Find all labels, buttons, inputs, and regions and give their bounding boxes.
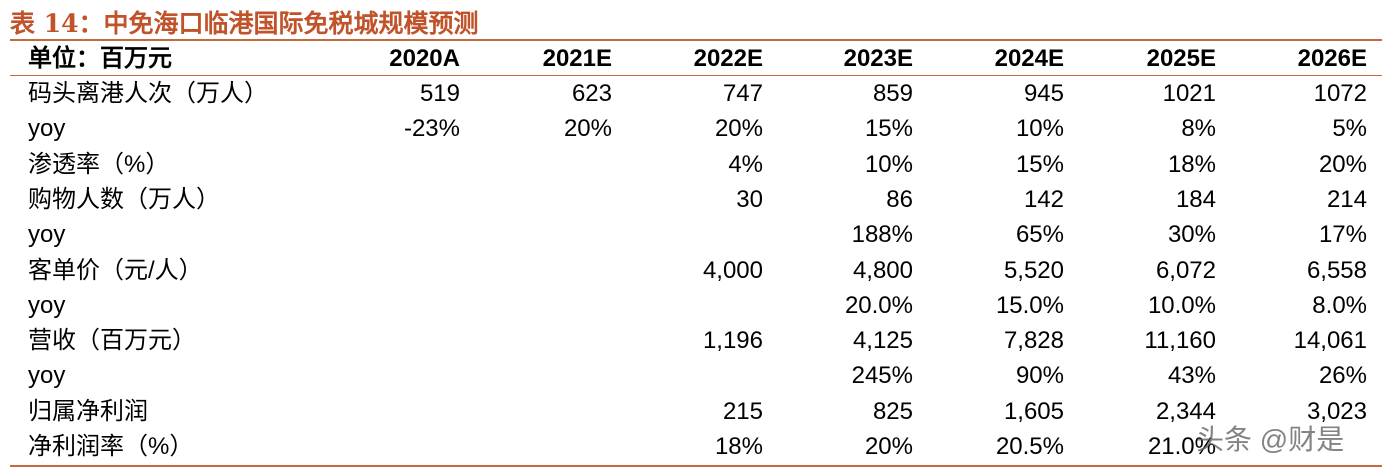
column-header: 2026E bbox=[1297, 45, 1367, 72]
cell-value: 1,605 bbox=[1003, 397, 1064, 425]
cell-value: 90% bbox=[1015, 362, 1064, 390]
cell-value: 215 bbox=[722, 397, 763, 425]
cell-value: 21.0% bbox=[1147, 433, 1216, 460]
cell-value: 623 bbox=[571, 80, 612, 107]
bottom-rule bbox=[10, 465, 1382, 467]
column-header: 2020A bbox=[389, 45, 460, 72]
row-label: yoy bbox=[28, 115, 66, 143]
cell-value: 2,344 bbox=[1155, 397, 1216, 425]
row-label: 码头离港人次（万人） bbox=[28, 80, 268, 107]
cell-value: 142 bbox=[1023, 185, 1064, 213]
cell-value: 8% bbox=[1181, 115, 1216, 143]
cell-value: 43% bbox=[1167, 362, 1216, 390]
cell-value: 30% bbox=[1167, 221, 1216, 249]
row-label: 购物人数（万人） bbox=[28, 185, 220, 213]
cell-value: 3,023 bbox=[1306, 397, 1367, 425]
cell-value: 10% bbox=[1015, 115, 1064, 143]
cell-value: -23% bbox=[403, 115, 460, 143]
watermark: 头条 @财是 bbox=[1196, 424, 1345, 455]
cell-value: 20.0% bbox=[844, 291, 913, 319]
cell-value: 26% bbox=[1318, 362, 1367, 390]
column-header: 2024E bbox=[994, 45, 1064, 72]
cell-value: 214 bbox=[1326, 185, 1367, 213]
cell-value: 18% bbox=[714, 433, 763, 460]
cell-value: 20% bbox=[714, 115, 763, 143]
cell-value: 5,520 bbox=[1003, 256, 1064, 284]
cell-value: 4,000 bbox=[702, 256, 763, 284]
row-label: yoy bbox=[28, 362, 66, 390]
table-title: 表 14：中免海口临港国际免税城规模预测 bbox=[10, 9, 479, 38]
cell-value: 747 bbox=[722, 80, 763, 107]
cell-value: 5% bbox=[1332, 115, 1367, 143]
cell-value: 1072 bbox=[1313, 80, 1367, 107]
cell-value: 6,072 bbox=[1155, 256, 1216, 284]
cell-value: 188% bbox=[851, 221, 913, 249]
cell-value: 6,558 bbox=[1306, 256, 1367, 284]
row-label: 客单价（元/人） bbox=[28, 256, 203, 284]
column-header: 2025E bbox=[1146, 45, 1216, 72]
row-label: 归属净利润 bbox=[28, 397, 148, 425]
top-rule bbox=[10, 39, 1382, 41]
cell-value: 11,160 bbox=[1144, 327, 1216, 355]
cell-value: 30 bbox=[736, 185, 763, 213]
cell-value: 15% bbox=[1015, 150, 1064, 178]
row-label: yoy bbox=[28, 221, 66, 249]
cell-value: 4% bbox=[728, 150, 763, 178]
cell-value: 15% bbox=[864, 115, 913, 143]
cell-value: 17% bbox=[1318, 221, 1367, 249]
cell-value: 945 bbox=[1023, 80, 1064, 107]
cell-value: 15.0% bbox=[995, 291, 1064, 319]
cell-value: 4,800 bbox=[852, 256, 913, 284]
cell-value: 20% bbox=[864, 433, 913, 460]
cell-value: 1,196 bbox=[702, 327, 763, 355]
header-rule bbox=[10, 75, 1382, 76]
cell-value: 10.0% bbox=[1147, 291, 1216, 319]
cell-value: 14,061 bbox=[1293, 327, 1367, 355]
cell-value: 18% bbox=[1167, 150, 1216, 178]
row-label: yoy bbox=[28, 291, 66, 319]
cell-value: 20% bbox=[563, 115, 612, 143]
cell-value: 7,828 bbox=[1003, 327, 1064, 355]
row-label: 渗透率（%） bbox=[28, 150, 170, 178]
cell-value: 4,125 bbox=[852, 327, 913, 355]
column-header: 单位：百万元 bbox=[28, 45, 172, 72]
cell-value: 519 bbox=[419, 80, 460, 107]
cell-value: 8.0% bbox=[1312, 291, 1367, 319]
cell-value: 86 bbox=[886, 185, 913, 213]
cell-value: 10% bbox=[864, 150, 913, 178]
cell-value: 184 bbox=[1175, 185, 1216, 213]
column-header: 2022E bbox=[693, 45, 763, 72]
column-header: 2023E bbox=[843, 45, 913, 72]
row-label: 净利润率（%） bbox=[28, 433, 194, 460]
cell-value: 245% bbox=[851, 362, 913, 390]
cell-value: 20.5% bbox=[995, 433, 1064, 460]
cell-value: 20% bbox=[1318, 150, 1367, 178]
cell-value: 825 bbox=[872, 397, 913, 425]
row-label: 营收（百万元） bbox=[28, 327, 196, 355]
cell-value: 1021 bbox=[1162, 80, 1216, 107]
cell-value: 65% bbox=[1015, 221, 1064, 249]
column-header: 2021E bbox=[542, 45, 612, 72]
cell-value: 859 bbox=[872, 80, 913, 107]
